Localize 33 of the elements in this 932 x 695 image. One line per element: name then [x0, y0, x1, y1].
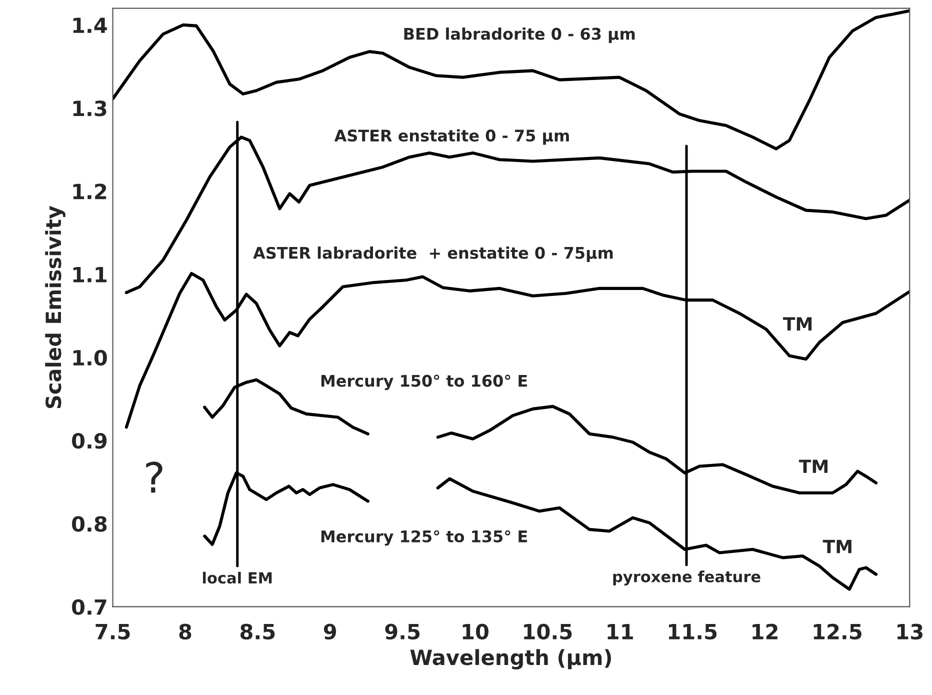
y-tick-label: 1.3 — [73, 100, 106, 116]
x-tick-label: 11 — [608, 624, 633, 640]
annotation: BED labradorite 0 - 63 µm — [404, 28, 635, 44]
x-tick-label: 12.5 — [814, 624, 862, 640]
y-axis-title: Scaled Emissivity — [45, 206, 66, 408]
annotation: Mercury 125° to 135° E — [321, 530, 527, 546]
ref-line-label: local EM — [203, 572, 272, 584]
x-axis-title: Wavelength (µm) — [410, 649, 611, 670]
y-tick-label: 1.4 — [73, 18, 107, 33]
x-tick-label: 9.5 — [385, 624, 420, 640]
x-tick-label: 12 — [752, 624, 778, 640]
annotation: Mercury 150° to 160° E — [321, 374, 527, 390]
x-tick-label: 8 — [179, 624, 192, 640]
x-tick-label: 13 — [897, 624, 922, 640]
x-tick-label: 10 — [462, 624, 488, 640]
y-tick-label: 0.7 — [72, 599, 106, 615]
y-tick-label: 1.2 — [73, 184, 106, 200]
x-tick-label: 8.5 — [240, 624, 275, 640]
y-tick-label: 1.0 — [73, 350, 107, 366]
annotation: ASTER enstatite 0 - 75 µm — [334, 129, 569, 145]
ref-line-label: pyroxene feature — [613, 570, 760, 586]
y-tick-label: 0.9 — [72, 432, 107, 449]
y-tick-label: 0.8 — [72, 516, 107, 532]
annotation: TM — [822, 540, 852, 554]
y-tick-label: 1.1 — [73, 267, 106, 282]
x-tick-label: 11.5 — [668, 624, 717, 640]
annotation: TM — [783, 317, 812, 330]
annotation: TM — [798, 460, 828, 473]
x-tick-label: 9 — [324, 624, 336, 640]
x-tick-label: 10.5 — [524, 624, 572, 640]
annotation: ? — [146, 462, 162, 493]
annotation: ASTER labradorite + enstatite 0 - 75µm — [253, 246, 613, 262]
x-tick-label: 7.5 — [96, 624, 130, 640]
